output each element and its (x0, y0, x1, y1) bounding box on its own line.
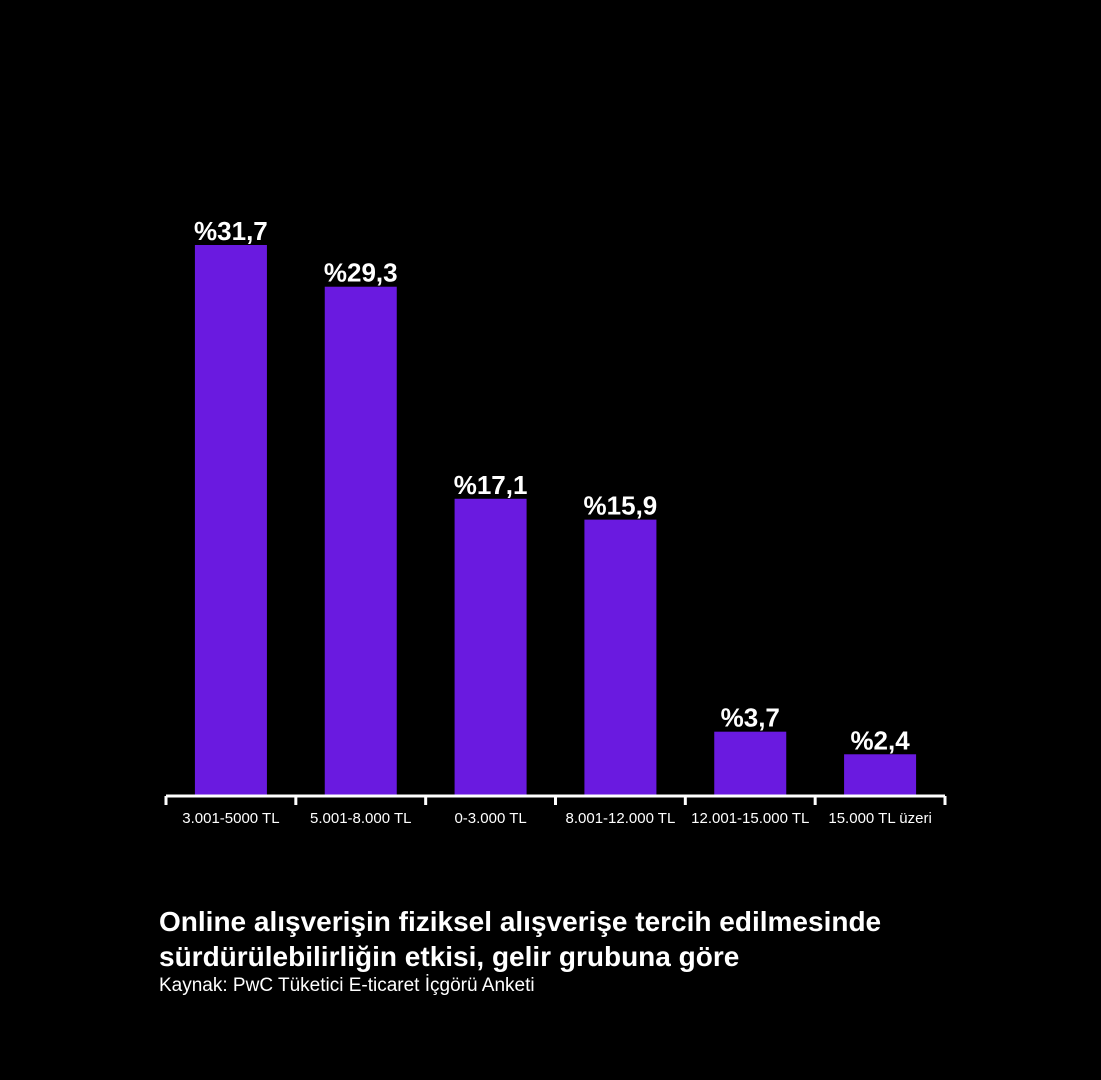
data-label-5: %3,7 (721, 703, 780, 733)
data-label-6: %2,4 (850, 725, 910, 755)
bar-chart: %31,7 3.001-5000 TL %29,3 5.001-8.000 TL %17… (164, 216, 947, 827)
bar-4 (584, 519, 657, 796)
caption-source: Kaynak: PwC Tüketici E-ticaret İçgörü An… (159, 975, 535, 996)
category-label-6: 15.000 TL üzeri (828, 810, 931, 827)
bar-6 (844, 754, 917, 796)
data-label-4: %15,9 (584, 491, 658, 521)
caption-title-line2: sürdürülebilirliğin etkisi, gelir grubun… (159, 941, 740, 972)
bar-1 (194, 245, 267, 796)
data-label-3: %17,1 (454, 470, 528, 500)
category-label-2: 5.001-8.000 TL (310, 810, 411, 827)
bar-5 (714, 731, 787, 796)
data-label-1: %31,7 (194, 216, 268, 246)
bar-2 (324, 286, 397, 796)
category-label-4: 8.001-12.000 TL (566, 810, 676, 827)
category-label-1: 3.001-5000 TL (182, 810, 279, 827)
data-label-2: %29,3 (324, 258, 398, 288)
bar-3 (454, 498, 527, 796)
caption-title-line1: Online alışverişin fiziksel alışverişe t… (159, 906, 882, 937)
chart-caption: Online alışverişin fiziksel alışverişe t… (159, 904, 1059, 998)
category-label-5: 12.001-15.000 TL (691, 810, 809, 827)
category-label-3: 0-3.000 TL (454, 810, 526, 827)
